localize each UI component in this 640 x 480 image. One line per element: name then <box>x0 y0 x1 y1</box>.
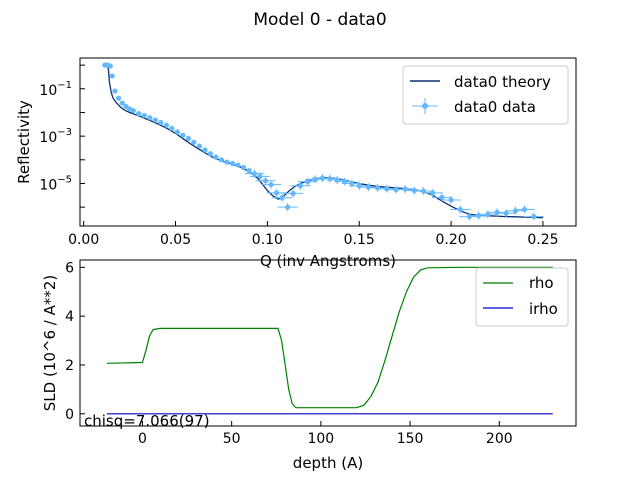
legend-data-label: data0 data <box>454 98 536 116</box>
data-point <box>441 196 462 205</box>
reflectivity-x-label: Q (inv Angstroms) <box>260 252 396 270</box>
sld-y-label: SLD (10^6 / A**2) <box>41 275 59 412</box>
x-tick-label: 200 <box>486 431 513 447</box>
data-point <box>266 188 287 197</box>
data-point <box>422 188 443 197</box>
sld-profile-plot: 0 50 100 150 200 0 2 4 6 SLD (10^6 / A**2) depth… <box>41 259 577 472</box>
legend-rho-label: rho <box>529 274 554 292</box>
legend-data-marker-icon <box>412 98 438 114</box>
data-point <box>147 115 153 121</box>
x-tick-label: 0 <box>138 431 147 447</box>
data-point <box>123 103 129 110</box>
data-point <box>514 205 535 214</box>
y-tick-label: 6 <box>65 260 74 276</box>
x-tick-label: 0.25 <box>527 232 558 248</box>
data-point <box>152 117 158 123</box>
x-tick-label: 0.15 <box>344 232 375 248</box>
data-point <box>229 160 236 167</box>
data-point <box>261 180 282 189</box>
data-point <box>119 100 125 106</box>
sld-plot-frame <box>79 259 577 427</box>
data-point <box>109 73 115 79</box>
legend-theory-label: data0 theory <box>454 73 551 91</box>
data-point <box>487 208 508 217</box>
data-point <box>185 135 191 142</box>
x-tick-label: 150 <box>397 431 424 447</box>
data-point <box>115 95 122 101</box>
x-tick-label: 50 <box>223 431 241 447</box>
reflectivity-plot: 0.00 0.05 0.10 0.15 0.20 0.25 10−5 10−3 10−1 Ref… <box>15 57 577 248</box>
x-tick-label: 100 <box>307 431 334 447</box>
y-tick-label: 0 <box>65 407 74 423</box>
x-tick-label: 0.05 <box>160 232 191 248</box>
data-point <box>180 132 186 138</box>
data-point <box>413 187 434 196</box>
reflectivity-legend-box <box>402 65 569 125</box>
data-point <box>107 63 113 69</box>
data-point <box>213 154 219 160</box>
data-point <box>202 147 208 153</box>
y-tick-label: 2 <box>65 358 74 374</box>
y-tick-label: 10−1 <box>39 80 72 99</box>
data-point <box>358 183 379 192</box>
data-point <box>477 210 498 219</box>
data-point <box>246 168 252 174</box>
data-point <box>523 212 544 221</box>
data-point <box>112 88 118 94</box>
data-point <box>141 112 147 119</box>
data-point <box>283 189 304 198</box>
data-point <box>207 151 214 157</box>
data-point <box>174 129 180 135</box>
figure-title: Model 0 - data0 <box>253 10 386 30</box>
data-point <box>196 143 203 149</box>
data-point <box>240 164 247 170</box>
data-point <box>255 176 276 185</box>
sld-x-label: depth (A) <box>293 454 363 472</box>
y-tick-label: 10−3 <box>39 127 72 146</box>
data-point <box>169 125 175 132</box>
data-point <box>250 172 271 181</box>
sld-legend: rho irho <box>475 267 569 327</box>
data-point <box>450 205 471 214</box>
data-point <box>224 159 230 165</box>
data-point <box>136 110 142 117</box>
x-tick-label: 0.00 <box>68 232 99 248</box>
data-point <box>235 162 241 168</box>
data-point <box>163 122 169 128</box>
data-point <box>277 203 298 212</box>
reflectivity-plot-frame <box>79 57 577 227</box>
data-point <box>290 181 311 190</box>
chisq-annotation: chisq=7.066(97) <box>84 412 210 430</box>
reflectivity-y-label: Reflectivity <box>15 100 33 184</box>
reflectivity-legend: data0 theory data0 data <box>402 65 569 125</box>
y-tick-label: 10−5 <box>39 174 72 193</box>
data-point <box>272 193 293 202</box>
data-point <box>158 119 164 126</box>
data-point <box>218 157 225 163</box>
rho-line <box>106 266 553 409</box>
data-point <box>191 139 197 145</box>
data-point <box>130 107 136 114</box>
y-tick-label: 4 <box>65 309 74 325</box>
x-tick-label: 0.20 <box>435 232 466 248</box>
legend-irho-label: irho <box>529 300 558 318</box>
x-tick-label: 0.10 <box>252 232 283 248</box>
